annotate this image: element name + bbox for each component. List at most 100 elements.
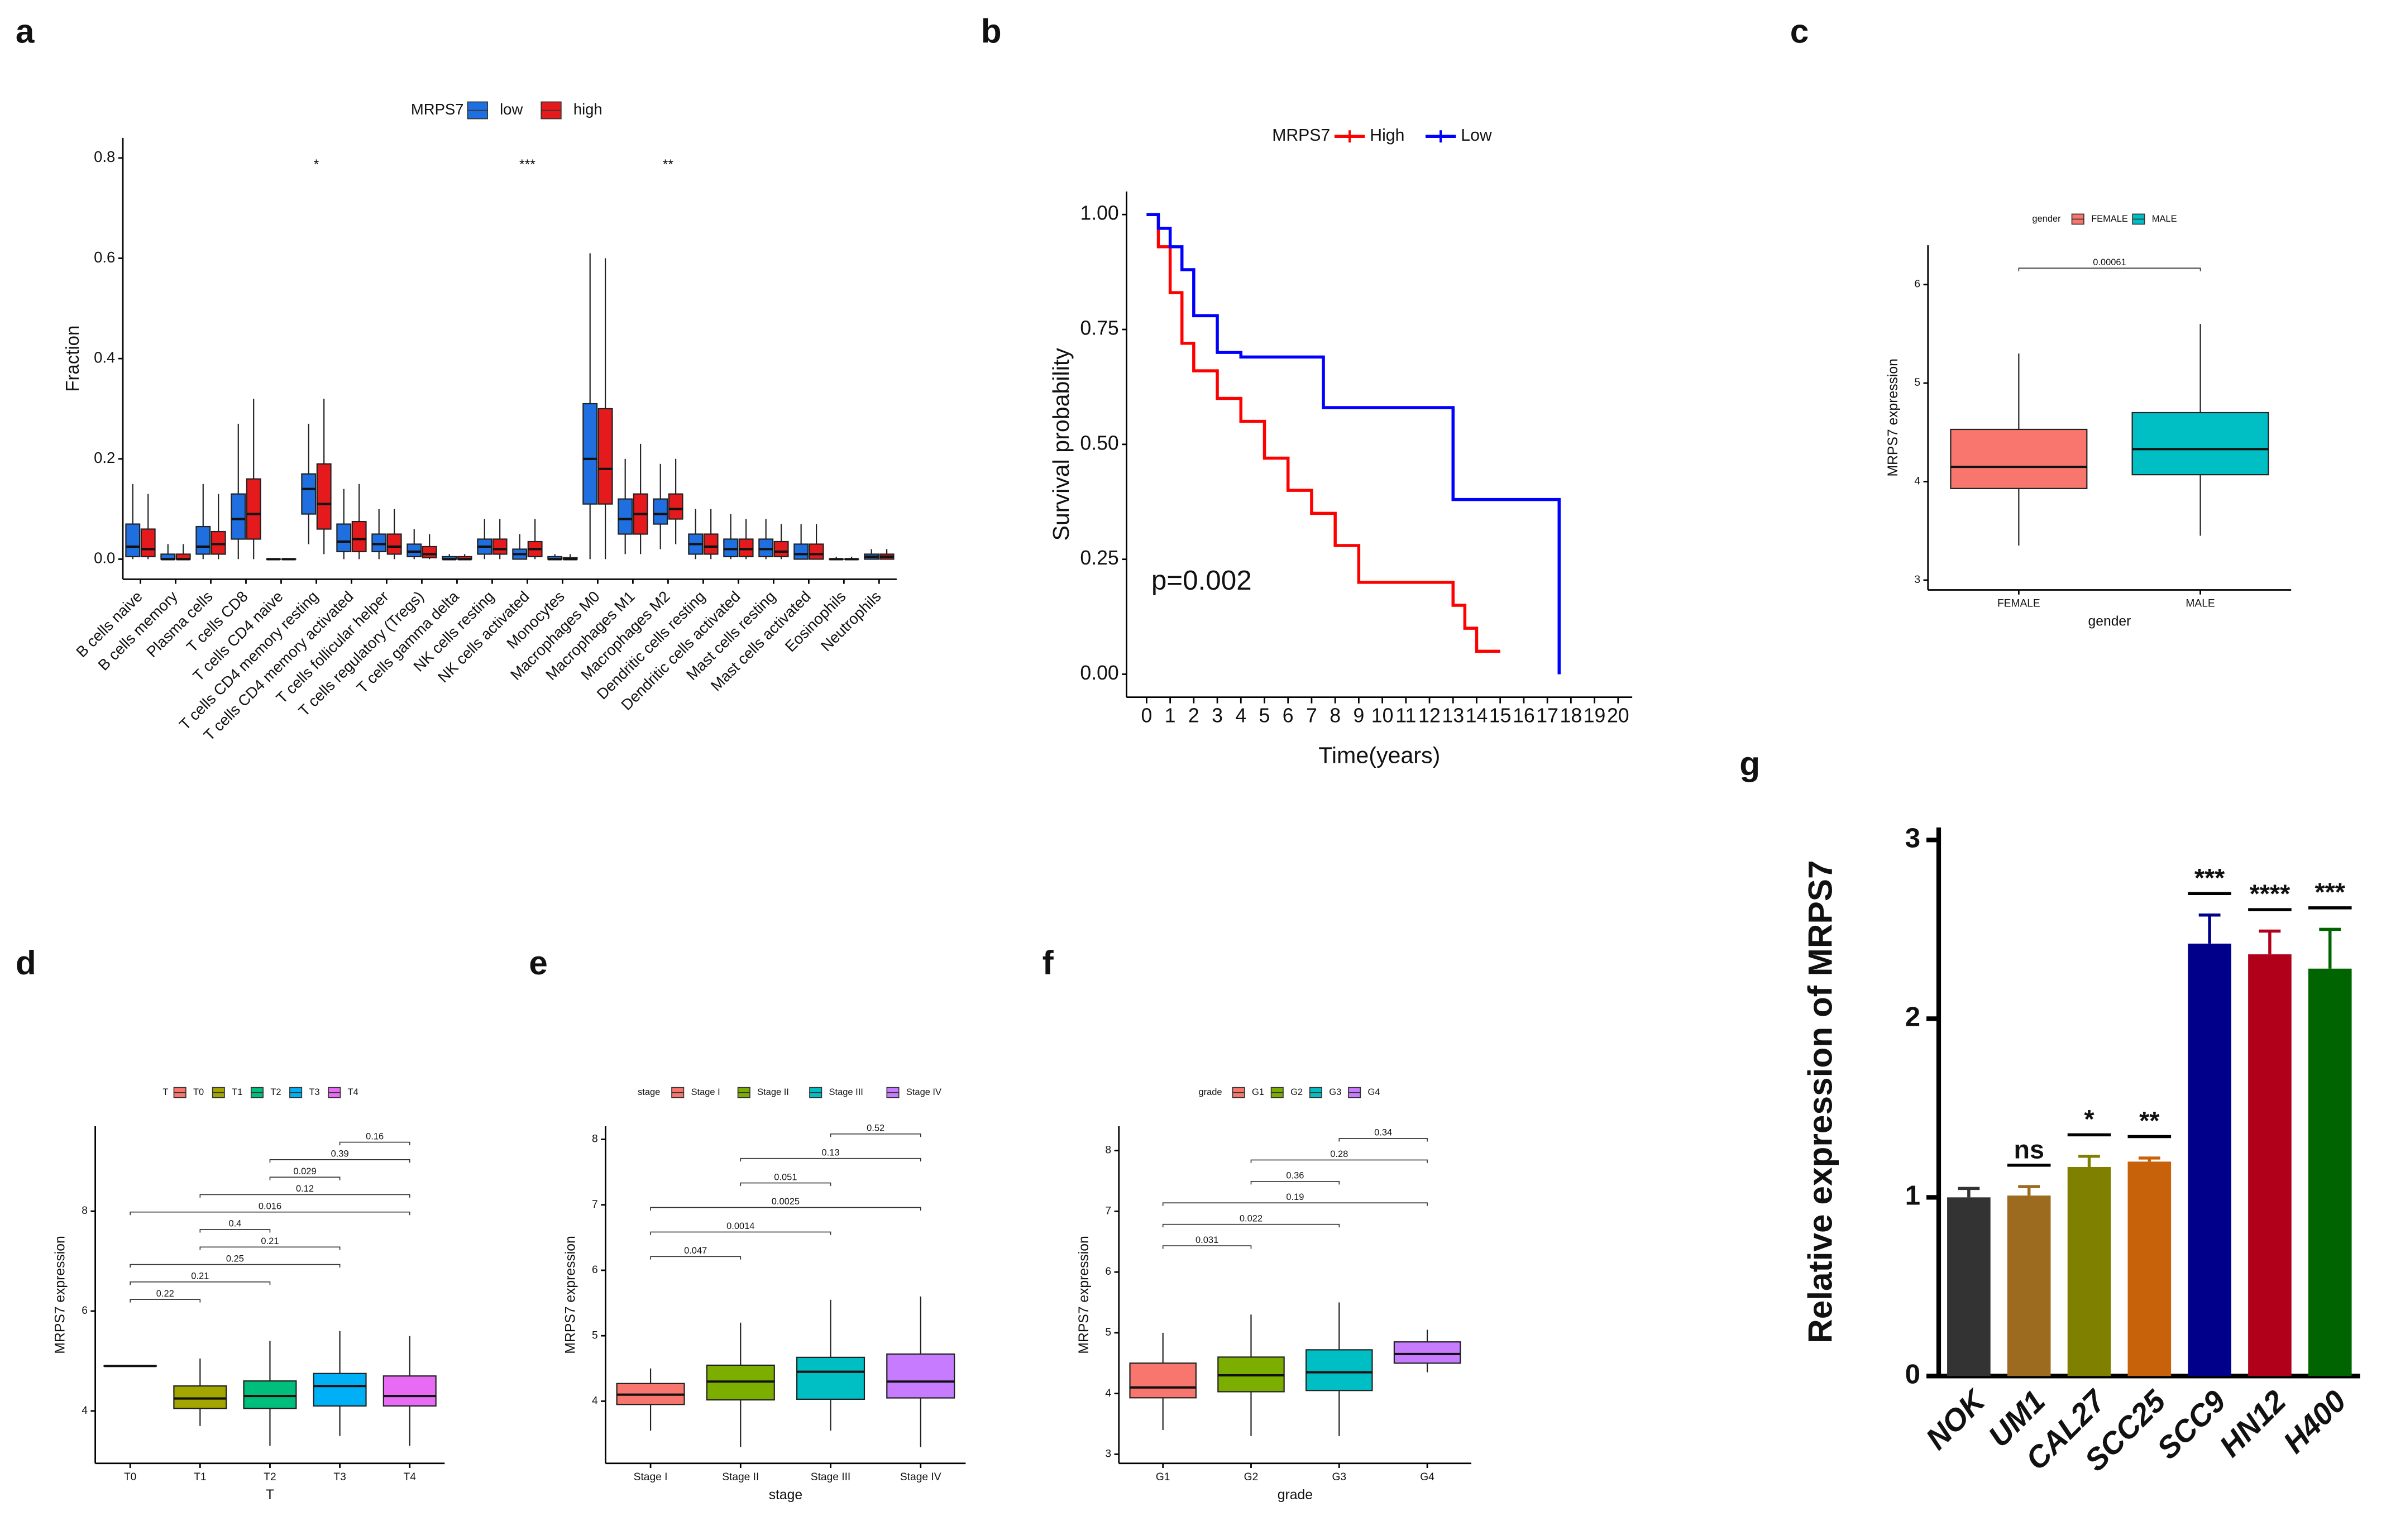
significance: *** [519,157,535,173]
bar [2308,968,2352,1376]
box [723,538,739,558]
x-tick-label: 2 [1188,705,1199,727]
y-tick-label: 1.00 [1080,202,1118,224]
x-tick-label: T0 [124,1471,136,1483]
x-tick-label: Stage I [634,1471,668,1483]
bar [2127,1161,2172,1376]
x-tick-label: SCC9 [2150,1383,2232,1466]
y-tick-label: 7 [592,1199,598,1211]
significance: * [314,157,319,173]
p-value: 0.28 [1330,1149,1348,1159]
annotation: p=0.002 [1151,565,1252,596]
y-tick-label: 5 [1914,377,1920,389]
x-tick-label: 3 [1212,705,1223,727]
y-tick-label: 5 [592,1329,598,1341]
legend-label: low [500,101,523,118]
p-value: 0.12 [296,1184,314,1194]
significance: **** [2250,879,2290,908]
box [301,473,317,515]
comparison-bracket [650,1207,921,1211]
p-value: 0.16 [366,1131,384,1141]
legend-label: T2 [270,1087,281,1097]
x-axis-label: grade [1278,1488,1313,1503]
box [125,523,141,558]
significance: ns [2014,1135,2044,1164]
box [386,533,402,555]
p-value: 0.0014 [726,1221,754,1231]
y-tick-label: 0 [1905,1359,1920,1389]
box [371,533,387,553]
box [758,538,774,558]
box [211,530,226,555]
legend-label: Stage IV [906,1087,941,1097]
box [703,533,719,555]
y-tick-label: 4 [82,1405,88,1417]
x-tick-label: 8 [1330,705,1341,727]
x-tick-label: T4 [404,1471,417,1483]
legend-label: G3 [1329,1087,1341,1097]
y-tick-label: 3 [1914,574,1920,586]
legend-label: high [573,101,602,118]
y-tick-label: 5 [1105,1327,1111,1338]
box [246,478,261,540]
bar [2007,1195,2051,1376]
x-tick-label: G3 [1332,1471,1346,1483]
y-tick-label: 0.0 [94,549,115,567]
box [1950,428,2088,489]
box [1393,1341,1461,1364]
y-axis-label: MRPS7 expression [53,1236,68,1354]
significance: *** [2194,863,2225,892]
legend-label: T0 [193,1087,204,1097]
box [243,1380,297,1409]
significance: ** [663,157,674,173]
p-value: 0.25 [226,1254,244,1264]
x-tick-label: 1 [1165,705,1176,727]
box [422,546,437,558]
legend-title: grade [1198,1087,1222,1097]
y-tick-label: 6 [592,1264,598,1276]
x-axis-label: T [266,1488,274,1503]
panel-letter: d [16,944,36,982]
comparison-bracket [130,1264,341,1268]
p-value: 0.4 [228,1219,241,1229]
legend-label: FEMALE [2091,214,2128,224]
box [195,525,211,555]
p-value: 0.52 [867,1123,884,1134]
p-value: 0.21 [261,1236,279,1246]
comparison-bracket [130,1299,201,1303]
box [793,543,809,560]
comparison-bracket [2018,267,2201,271]
x-tick-label: Stage II [722,1471,759,1483]
x-tick-label: FEMALE [1997,598,2040,610]
box [140,528,156,558]
y-axis-label: MRPS7 expression [1886,358,1901,476]
box [618,498,633,535]
y-tick-label: 4 [1105,1388,1111,1399]
comparison-bracket [199,1229,271,1233]
comparison-bracket [1162,1245,1252,1249]
p-value: 0.00061 [2093,257,2126,267]
y-tick-label: 0.25 [1080,547,1118,569]
box [231,493,246,540]
y-tick-label: 0.50 [1080,432,1118,454]
comparison-bracket [740,1158,921,1162]
y-axis-label: MRPS7 expression [1077,1236,1092,1354]
box [492,538,508,555]
box [336,523,352,553]
comparison-bracket [650,1231,831,1235]
x-tick-label: 4 [1235,705,1246,727]
x-tick-label: T2 [264,1471,276,1483]
error-bar [1958,1187,1980,1198]
x-tick-label: Stage III [811,1471,850,1483]
x-tick-label: G1 [1156,1471,1170,1483]
p-value: 0.34 [1374,1128,1392,1138]
error-bar [2259,929,2281,955]
survival-curve [1146,213,1561,675]
comparison-bracket [1162,1223,1340,1228]
y-tick-label: 7 [1105,1205,1111,1217]
box [173,1385,227,1409]
box [407,543,422,558]
panel-letter: c [1790,12,1809,50]
legend-title: stage [638,1087,660,1097]
